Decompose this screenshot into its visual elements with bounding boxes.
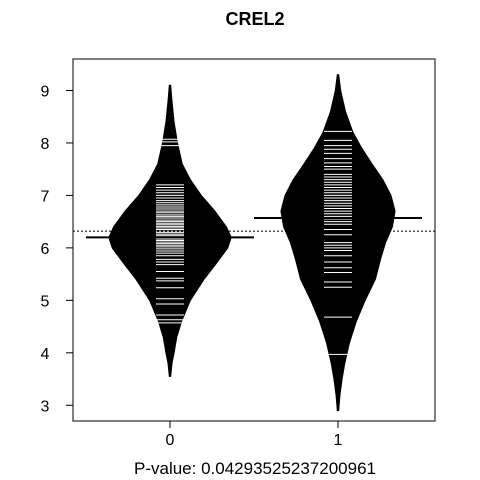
y-tick-label: 4: [41, 346, 50, 363]
chart-title: CREL2: [225, 9, 284, 29]
y-tick-label: 3: [41, 398, 50, 415]
x-tick-label: 1: [334, 432, 343, 449]
beans-layer: [86, 74, 422, 411]
x-tick-label: 0: [166, 432, 175, 449]
x-axis-label: P-value: 0.0429352523720096​1: [134, 459, 376, 478]
y-tick-label: 6: [41, 241, 50, 258]
y-tick-label: 9: [41, 83, 50, 100]
y-tick-label: 7: [41, 188, 50, 205]
y-tick-label: 8: [41, 136, 50, 153]
y-axis: 3 4 5 6 7 8 9: [41, 83, 73, 415]
y-tick-label: 5: [41, 293, 50, 310]
plot-frame: [72, 58, 436, 422]
